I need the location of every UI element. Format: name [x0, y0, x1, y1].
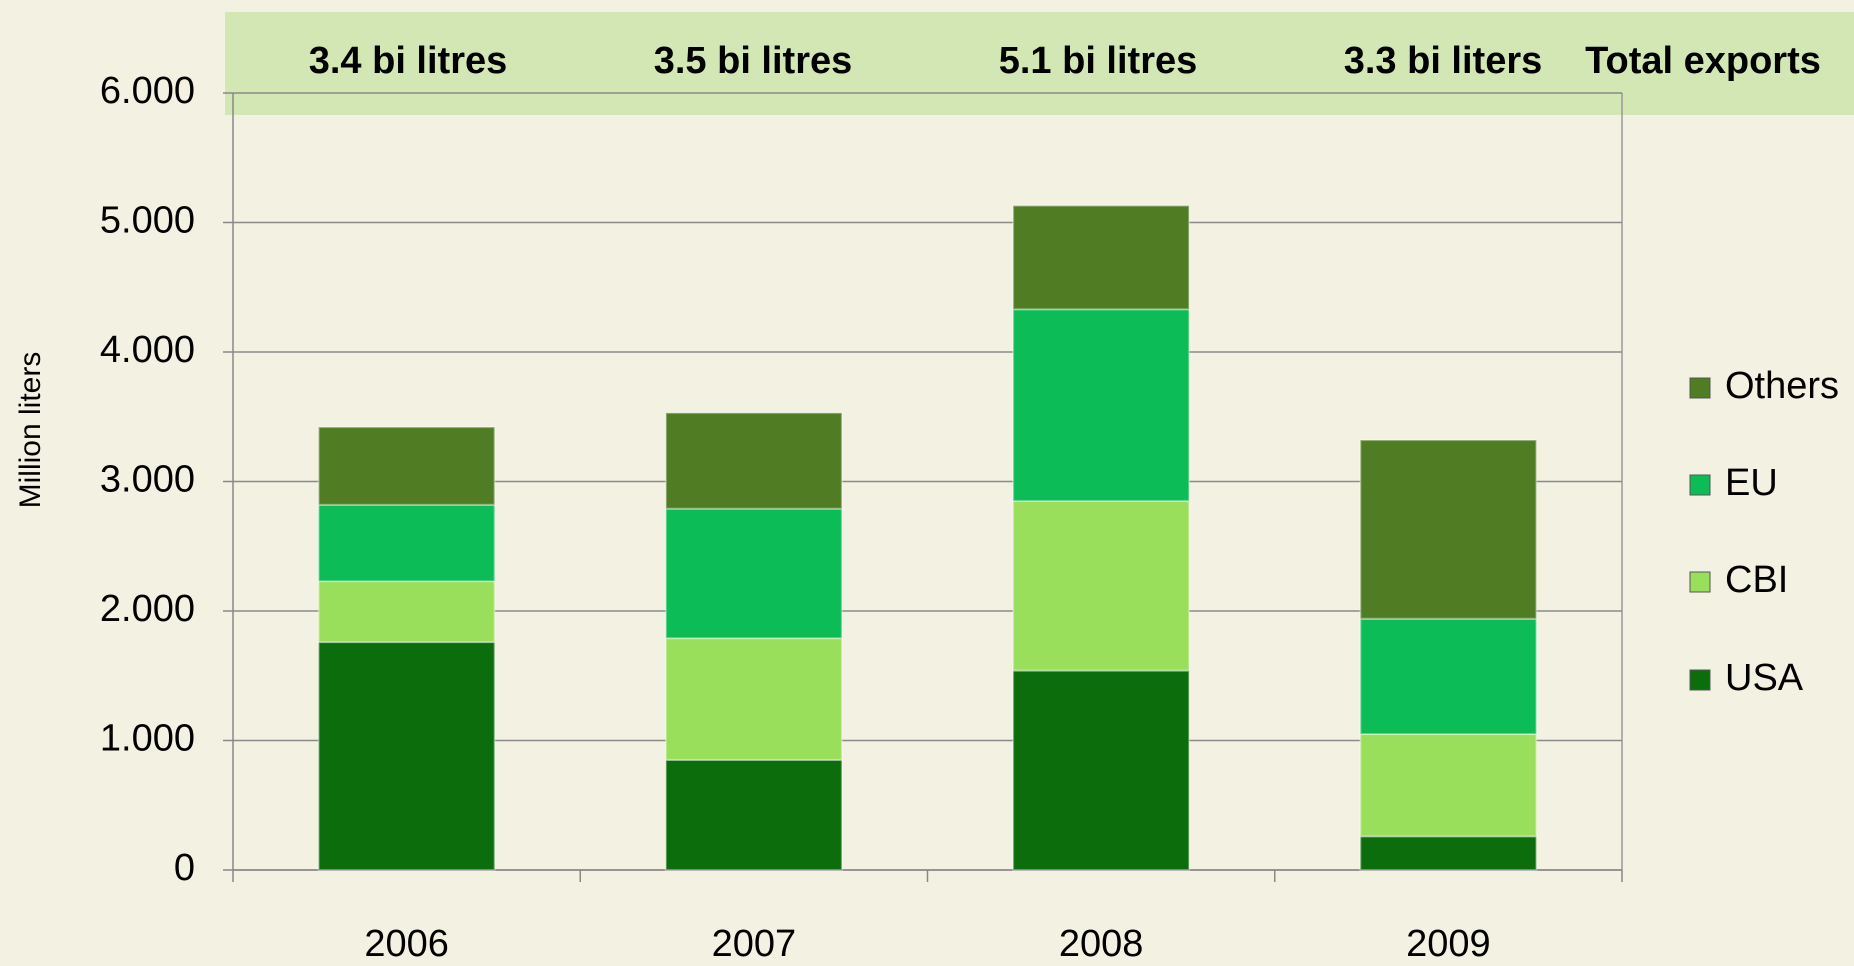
bar-segment	[317, 580, 496, 644]
legend-swatch	[1689, 669, 1711, 691]
bar-segment	[1359, 617, 1538, 736]
y-tick-label: 5.000	[100, 200, 195, 242]
y-tick-label: 3.000	[100, 459, 195, 501]
bar-segment	[1012, 308, 1191, 502]
x-tick-label: 2008	[1059, 923, 1144, 965]
legend-label: CBI	[1725, 559, 1788, 601]
legend-swatch	[1689, 571, 1711, 593]
bar-segment	[1012, 499, 1191, 672]
bar-segment	[664, 758, 843, 871]
annotation: 3.3 bi liters	[1344, 40, 1543, 82]
annotation: 3.4 bi litres	[309, 40, 508, 82]
bar-segment	[664, 507, 843, 640]
bar-segment	[1012, 669, 1191, 871]
y-tick-label: 0	[174, 847, 195, 889]
legend-label: EU	[1725, 462, 1778, 504]
legend-label: USA	[1725, 657, 1804, 699]
y-axis-label: Million liters	[14, 352, 47, 509]
bar-segment	[317, 641, 496, 872]
x-tick-label: 2009	[1406, 923, 1491, 965]
legend-swatch	[1689, 474, 1711, 496]
bar-segment	[1359, 835, 1538, 872]
annotation-banner	[225, 12, 1854, 115]
annotation: 3.5 bi litres	[654, 40, 853, 82]
bar-segment	[1359, 439, 1538, 620]
y-tick-label: 4.000	[100, 329, 195, 371]
y-tick-label: 1.000	[100, 718, 195, 760]
bar-segment	[1359, 733, 1538, 838]
bar-segment	[317, 426, 496, 506]
bar-segment	[664, 637, 843, 761]
x-tick-label: 2006	[364, 923, 449, 965]
bar-segment	[1012, 204, 1191, 311]
y-tick-label: 2.000	[100, 588, 195, 630]
bar-segment	[664, 411, 843, 510]
legend-label: Others	[1725, 365, 1839, 407]
bar-segment	[317, 503, 496, 583]
x-tick-label: 2007	[712, 923, 797, 965]
annotation: 5.1 bi litres	[999, 40, 1198, 82]
annotation: Total exports	[1585, 40, 1821, 82]
legend-swatch	[1689, 377, 1711, 399]
y-tick-label: 6.000	[100, 70, 195, 112]
